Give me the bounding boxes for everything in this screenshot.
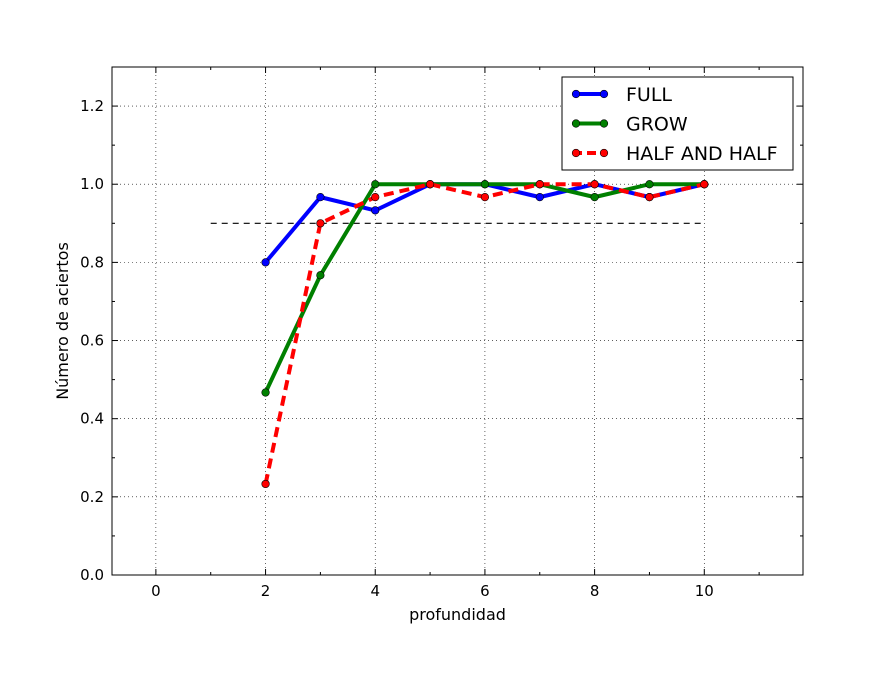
data-point <box>425 180 435 189</box>
data-point <box>261 388 270 397</box>
data-point <box>371 180 380 189</box>
y-tick-label: 0.6 <box>80 332 104 350</box>
data-point <box>480 180 490 189</box>
plot-frame <box>111 66 804 576</box>
data-point <box>371 206 380 215</box>
data-point <box>316 193 325 202</box>
y-tick-label: 0.2 <box>80 488 104 506</box>
data-point <box>261 258 270 267</box>
legend-entry-label: HALF AND HALF <box>626 143 778 165</box>
data-point <box>316 219 325 228</box>
y-tick-label: 0.8 <box>80 253 104 271</box>
legend: FULL GROW HALF AND HALF <box>561 76 794 171</box>
series-line <box>263 182 705 485</box>
data-point <box>590 193 599 202</box>
data-point <box>535 193 544 202</box>
y-tick-label: 0.4 <box>80 410 104 428</box>
y-tick-label: 1.0 <box>80 175 104 193</box>
data-point <box>480 193 490 202</box>
data-point <box>261 479 270 489</box>
x-tick-label: 6 <box>480 582 490 600</box>
x-tick-label: 10 <box>695 582 714 600</box>
legend-swatch-marker <box>571 148 581 158</box>
data-point <box>645 180 654 189</box>
data-point <box>371 193 380 202</box>
y-axis-label: Número de aciertos <box>53 242 72 400</box>
x-tick-label: 0 <box>151 582 161 600</box>
x-tick-label: 2 <box>261 582 271 600</box>
data-point <box>316 271 325 280</box>
legend-swatch-marker <box>571 119 581 128</box>
data-point <box>700 180 709 189</box>
legend-entry-label: GROW <box>626 114 688 136</box>
data-point <box>590 180 599 189</box>
legend-swatch-marker <box>599 148 609 158</box>
data-point <box>645 193 654 202</box>
legend-swatch-marker <box>599 89 609 99</box>
x-axis-label: profundidad <box>409 605 506 624</box>
series-group <box>261 180 709 489</box>
x-tick-label: 8 <box>590 582 600 600</box>
y-tick-label: 0.0 <box>80 566 104 584</box>
legend-entry-label: FULL <box>626 84 672 106</box>
data-point <box>535 180 544 189</box>
legend-swatch-marker <box>571 89 581 99</box>
y-tick-label: 1.2 <box>80 97 104 115</box>
x-tick-label: 4 <box>370 582 380 600</box>
axis-ticks: 0 2 4 6 8 10 0.0 0.2 0.4 0.6 0.8 1.0 1.2 <box>80 67 803 600</box>
series-half-and-half <box>261 180 709 489</box>
legend-swatch-marker <box>599 119 609 128</box>
